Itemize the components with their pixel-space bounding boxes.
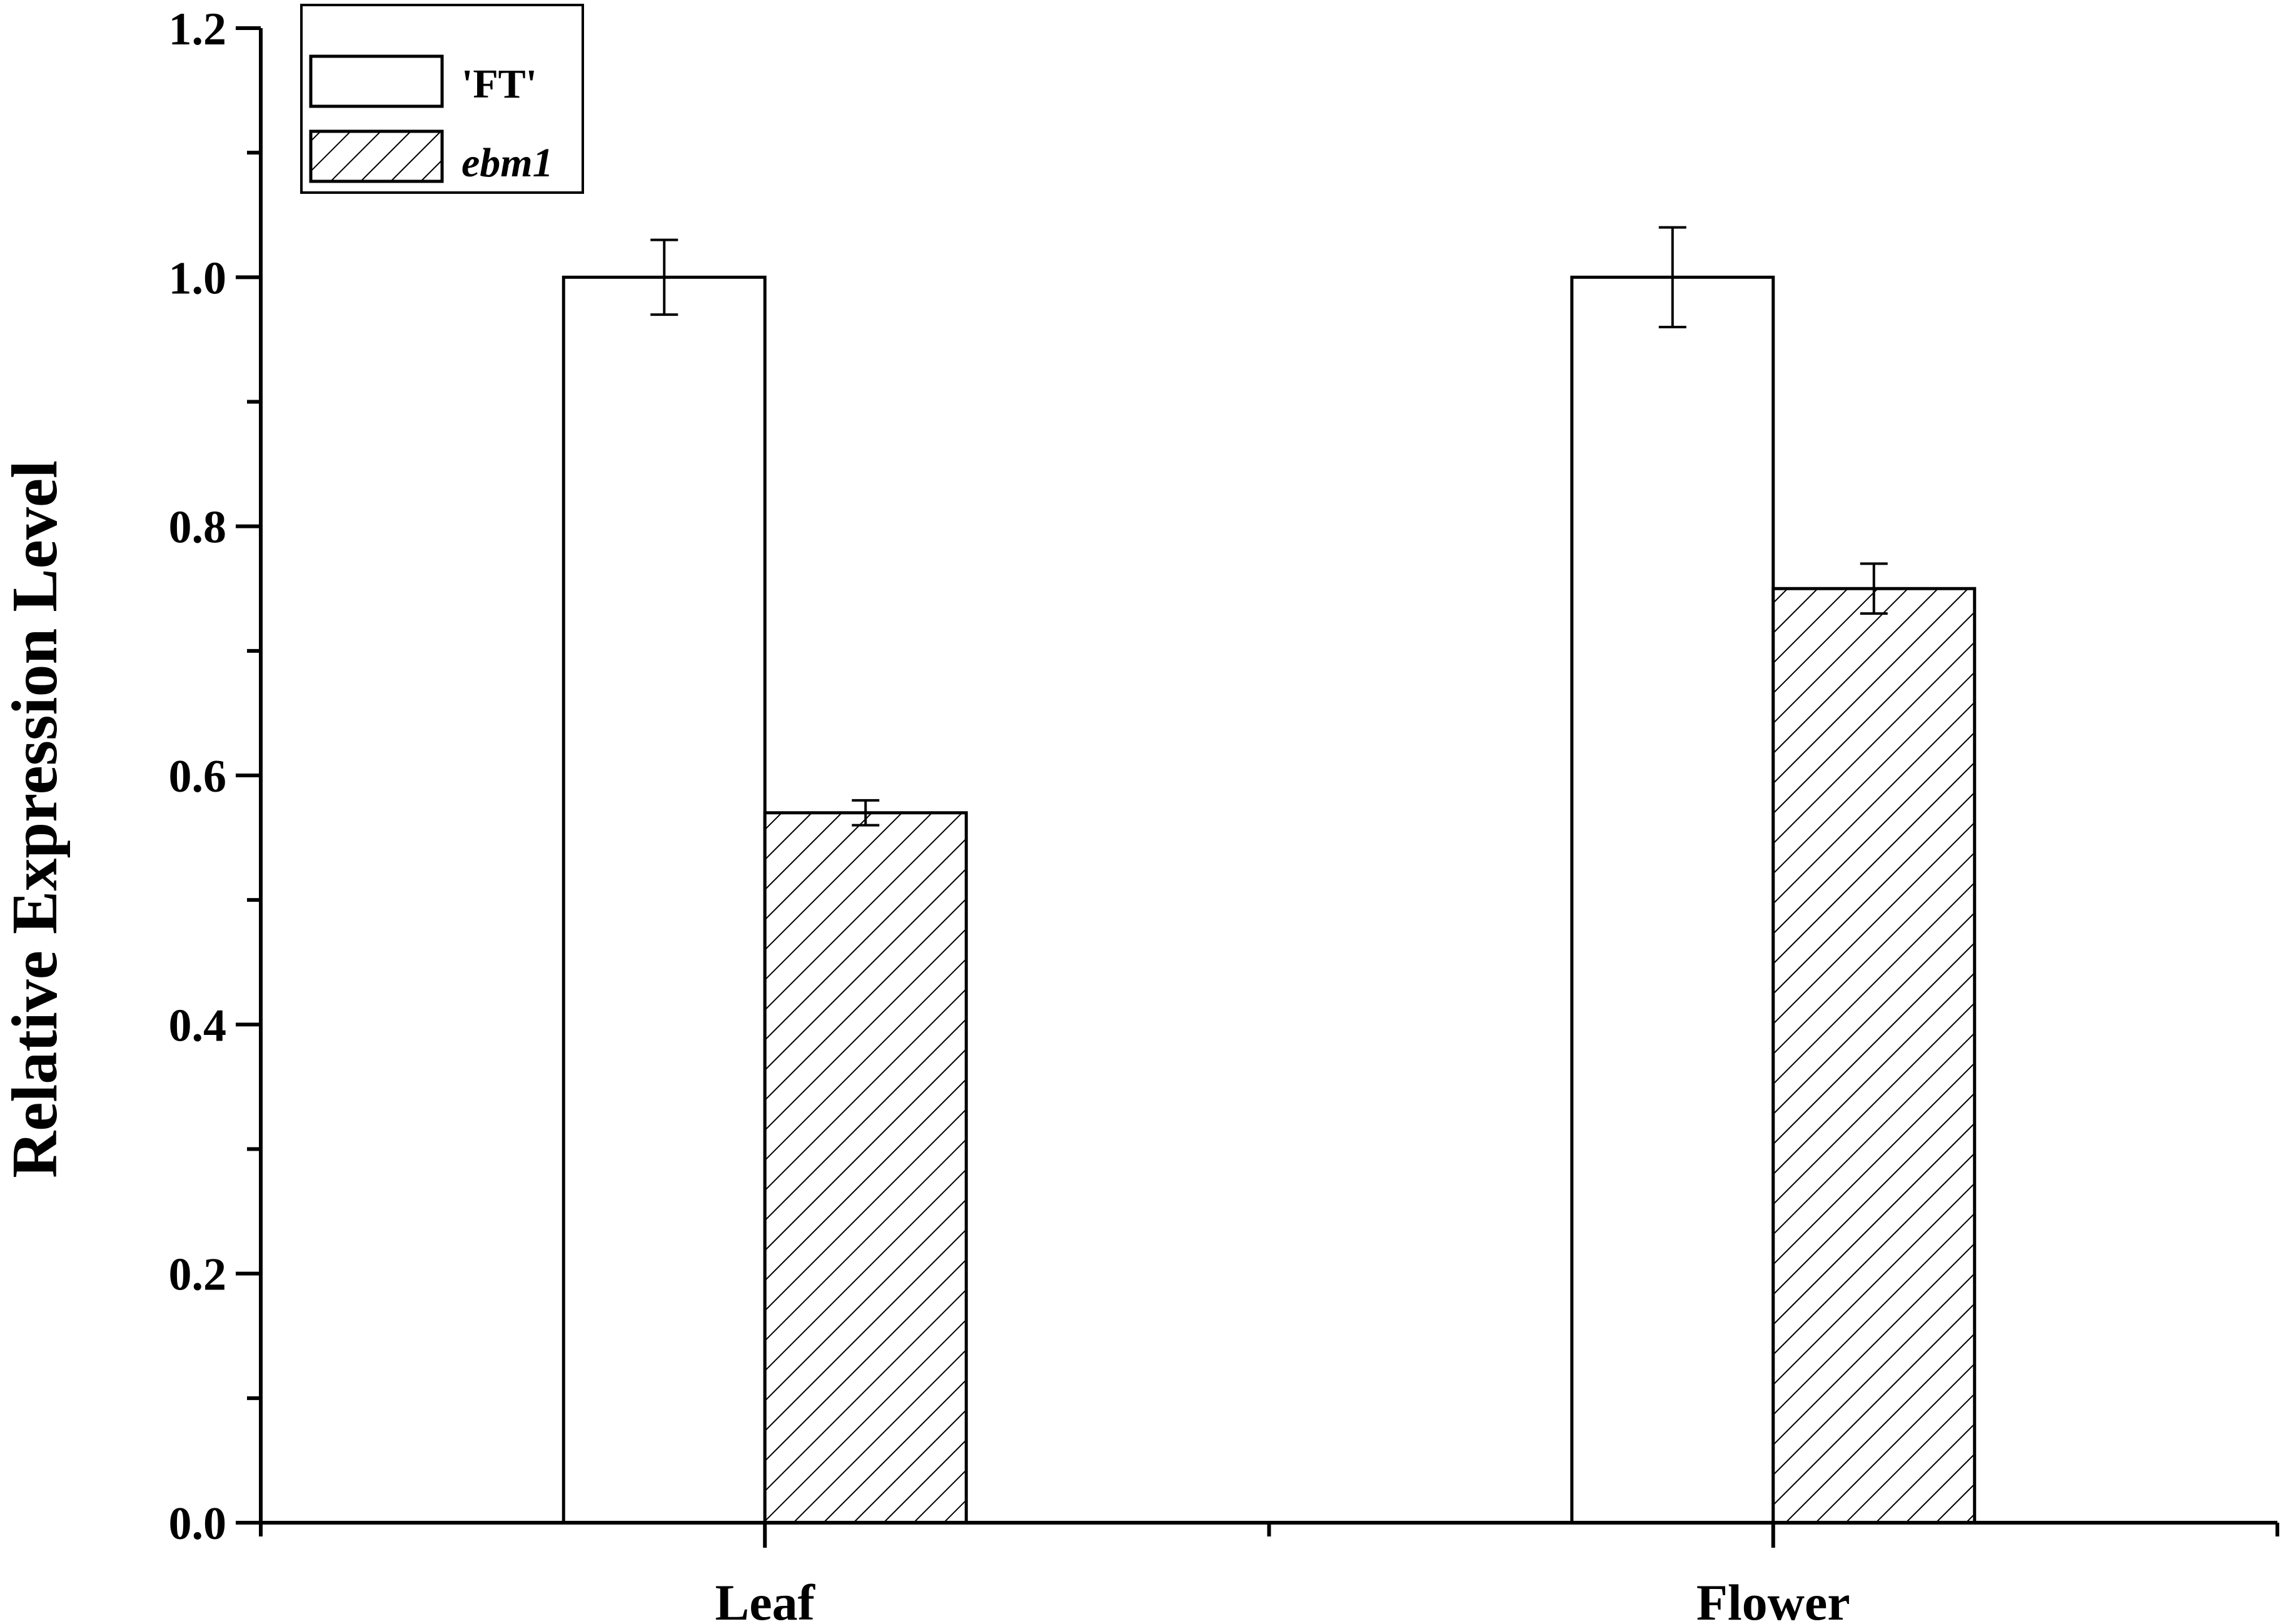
x-axis: Leaf Flower xyxy=(259,1523,2279,1624)
y-tick-label: 0.6 xyxy=(169,751,227,802)
y-tick-label: 1.2 xyxy=(169,4,227,55)
bar-flower-ebm1 xyxy=(1771,587,1977,1525)
error-bar-flower-ebm1 xyxy=(1860,562,1888,615)
y-axis-title: Relative Expression Level xyxy=(0,460,71,1178)
x-tick-label-leaf: Leaf xyxy=(715,1574,816,1624)
bar-flower-ft xyxy=(1570,275,1775,1525)
y-tick-label: 0.0 xyxy=(169,1498,227,1550)
y-tick-label: 0.4 xyxy=(169,1000,227,1051)
y-tick-label: 1.0 xyxy=(169,253,227,304)
y-tick-label: 0.2 xyxy=(169,1249,227,1301)
bars xyxy=(562,226,1977,1525)
bar-leaf-ft xyxy=(562,275,767,1525)
error-bar-flower-ft xyxy=(1658,226,1686,328)
legend-label-ebm1: ebm1 xyxy=(461,140,553,186)
y-tick-label: 0.8 xyxy=(169,502,227,553)
legend-swatch-ebm1 xyxy=(309,129,444,183)
error-bar-leaf-ft xyxy=(650,238,678,316)
legend-swatch-ft xyxy=(309,54,444,108)
legend-label-ft: 'FT' xyxy=(461,61,537,107)
legend: 'FT' ebm1 xyxy=(300,4,584,194)
x-tick-label-flower: Flower xyxy=(1696,1574,1850,1624)
y-axis-ticks: 0.0 0.2 0.4 0.6 0.8 1.0 1.2 xyxy=(169,4,261,1550)
bar-leaf-ebm1 xyxy=(763,811,968,1525)
error-bar-leaf-ebm1 xyxy=(852,799,880,827)
